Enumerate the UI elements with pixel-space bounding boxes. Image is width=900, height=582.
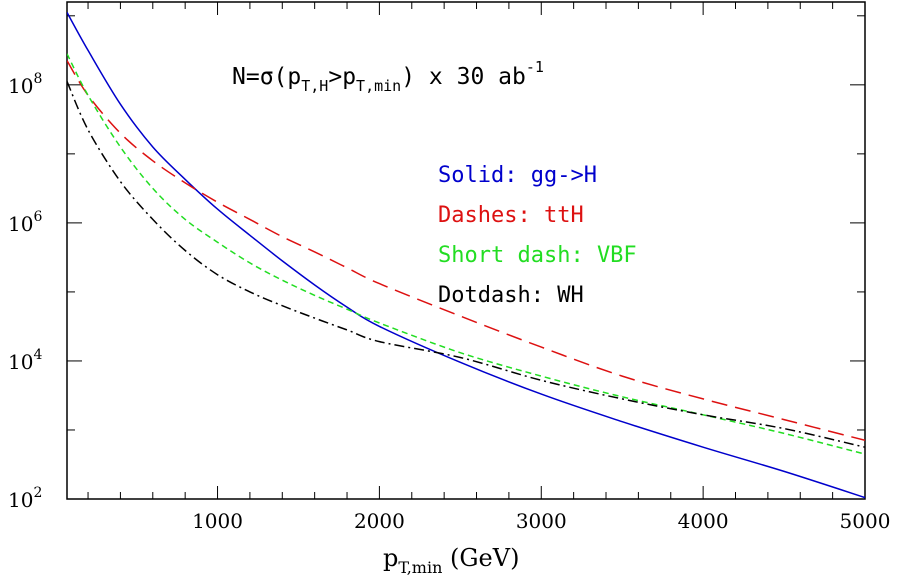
- y-tick-label: 102: [8, 485, 42, 512]
- x-axis-label: pT,min (GeV): [383, 544, 519, 577]
- x-tick-label: 2000: [354, 509, 405, 533]
- y-tick-label: 106: [8, 209, 42, 236]
- legend-entry-gg-h: Solid: gg->H: [438, 163, 597, 188]
- axis-tick-labels: 1000 2000 3000 4000 5000 102 104 106 108: [8, 71, 890, 533]
- x-tick-label: 3000: [516, 509, 567, 533]
- legend-entry-tth: Dashes: ttH: [438, 203, 584, 228]
- annotation-formula: N=σ(pT,H>pT,min) x 30 ab-1: [232, 58, 544, 95]
- series-lines: [67, 12, 865, 499]
- series-line-gg-h: [67, 12, 865, 499]
- x-tick-label: 5000: [840, 509, 891, 533]
- axis-ticks: [67, 2, 865, 500]
- plot-frame: [66, 1, 866, 500]
- legend-entry-wh: Dotdash: WH: [438, 283, 584, 308]
- y-tick-label: 108: [8, 71, 42, 98]
- series-line-wh: [67, 81, 865, 448]
- series-line-tth: [67, 60, 865, 442]
- legend-entry-vbf: Short dash: VBF: [438, 243, 637, 268]
- y-tick-label: 104: [8, 347, 42, 374]
- series-line-vbf: [67, 53, 865, 455]
- x-tick-label: 4000: [678, 509, 729, 533]
- x-tick-label: 1000: [192, 509, 243, 533]
